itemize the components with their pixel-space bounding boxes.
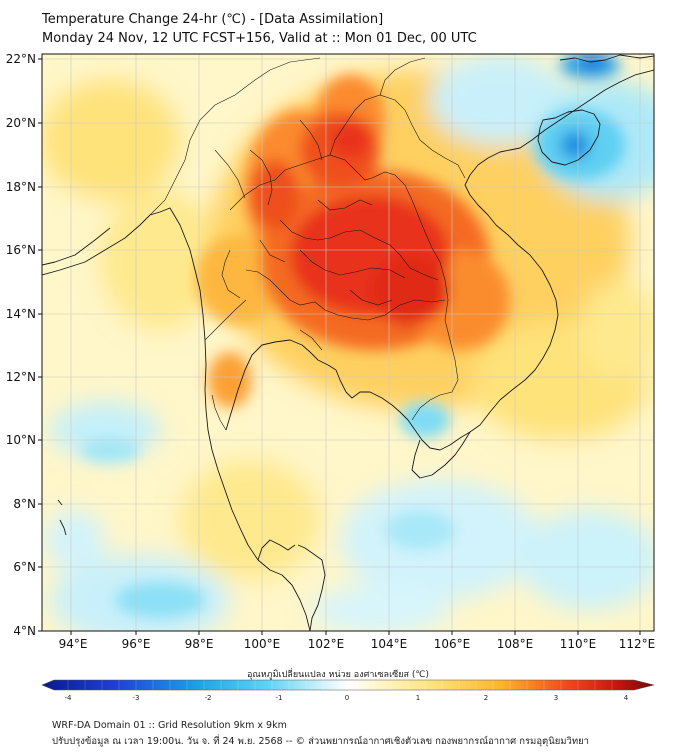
lon-tick-106: 106°E: [434, 637, 471, 651]
lon-tick-100: 100°E: [244, 637, 281, 651]
lat-tick-22: 22°N: [6, 52, 36, 66]
lat-tick-6: 6°N: [13, 560, 36, 574]
gridlines: [42, 54, 654, 631]
colorbar-gradient: [41, 679, 655, 691]
colorbar-tick-4: 4: [624, 694, 629, 702]
temperature-field: [42, 54, 654, 631]
colorbar-tick--1: -1: [276, 694, 283, 702]
colorbar-tick-1: 1: [416, 694, 420, 702]
footer-domain-info: WRF-DA Domain 01 :: Grid Resolution 9km …: [52, 720, 287, 731]
map-title: Temperature Change 24-hr (℃) - [Data Ass…: [42, 12, 384, 27]
lon-tick-108: 108°E: [497, 637, 534, 651]
lat-tick-16: 16°N: [6, 243, 36, 257]
lon-tick-104: 104°E: [371, 637, 408, 651]
lat-tick-12: 12°N: [6, 370, 36, 384]
footer-credit: ปรับปรุงข้อมูล ณ เวลา 19:00น. วัน จ. ที่…: [52, 736, 590, 747]
colorbar-tick-0: 0: [345, 694, 349, 702]
lon-tick-112: 112°E: [619, 637, 656, 651]
colorbar-tick--2: -2: [205, 694, 212, 702]
lon-tick-96: 96°E: [122, 637, 151, 651]
country-borders: [149, 57, 466, 431]
colorbar-tick-3: 3: [554, 694, 558, 702]
lat-tick-18: 18°N: [6, 180, 36, 194]
lat-tick-8: 8°N: [13, 497, 36, 511]
colorbar: -4 -3 -2 -1 0 1 2 3 4: [41, 679, 655, 702]
lon-tick-94: 94°E: [59, 637, 88, 651]
lon-tick-labels: 94°E 96°E 98°E 100°E 102°E 104°E 106°E 1…: [59, 631, 656, 651]
colorbar-tick--4: -4: [65, 694, 73, 702]
lon-tick-98: 98°E: [185, 637, 214, 651]
coastlines: [42, 54, 654, 631]
lat-tick-10: 10°N: [6, 433, 36, 447]
lon-tick-102: 102°E: [308, 637, 345, 651]
lat-tick-labels: 22°N 20°N 18°N 16°N 14°N 12°N 10°N 8°N 6…: [6, 52, 42, 638]
lat-tick-4: 4°N: [13, 624, 36, 638]
map-subtitle: Monday 24 Nov, 12 UTC FCST+156, Valid at…: [42, 31, 477, 46]
lat-tick-14: 14°N: [6, 307, 36, 321]
plot-frame: [41, 53, 655, 632]
lat-tick-20: 20°N: [6, 116, 36, 130]
lon-tick-110: 110°E: [560, 637, 597, 651]
colorbar-label: อุณหภูมิเปลี่ยนแปลง หน่วย องศาเซลเซียส (…: [246, 670, 430, 680]
colorbar-tick-2: 2: [484, 694, 488, 702]
colorbar-tick--3: -3: [133, 694, 140, 702]
